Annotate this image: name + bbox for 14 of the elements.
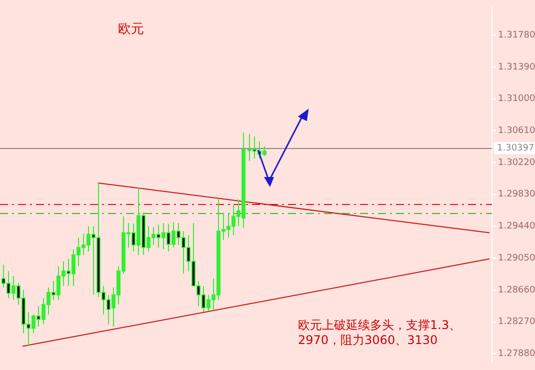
y-tick-label: 1.29830 (498, 190, 535, 200)
y-tick-label: 1.29050 (498, 253, 535, 264)
y-tick-label: 1.27880 (498, 348, 535, 359)
text: 欧元 (118, 21, 144, 38)
y-tick-label: 1.31000 (498, 94, 535, 104)
y-tick-label: 1.29440 (498, 222, 535, 232)
y-tick-label: 1.31390 (498, 62, 535, 72)
y-tick-label: 1.28270 (498, 317, 535, 328)
y-tick-label: 1.28660 (498, 285, 535, 296)
y-tick-label: 1.30220 (498, 158, 535, 168)
y-tick-label: 1.30610 (498, 126, 535, 136)
y-tick-label: 1.31780 (498, 30, 535, 41)
annotation: 欧元上破延续多头，支撑1.3、2970，阻力3060、3130 (298, 318, 462, 348)
ref-line-label: 1.30397 (497, 143, 534, 154)
